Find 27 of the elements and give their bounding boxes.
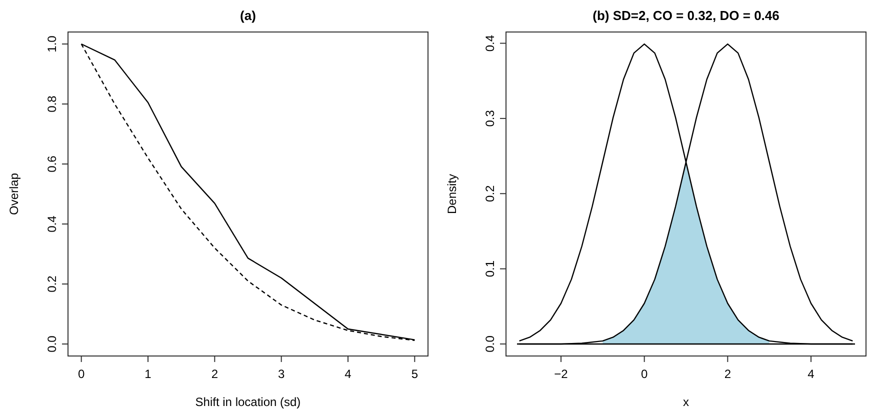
y-axis-title: Density — [445, 174, 459, 214]
y-tick-label: 0.2 — [45, 275, 59, 292]
y-tick-label: 0.0 — [483, 335, 497, 352]
y-tick-label: 0.1 — [483, 260, 497, 278]
x-tick-label: 3 — [278, 367, 285, 381]
chart-title: (b) SD=2, CO = 0.32, DO = 0.46 — [592, 8, 780, 23]
x-tick-label: −2 — [554, 367, 568, 381]
y-tick-label: 0.8 — [45, 95, 59, 112]
y-tick-label: 0.6 — [45, 155, 59, 172]
y-tick-label: 0.4 — [45, 215, 59, 232]
y-tick-label: 0.0 — [45, 335, 59, 352]
chart-title: (a) — [240, 8, 256, 23]
y-tick-label: 0.4 — [483, 34, 497, 52]
x-tick-label: 4 — [344, 367, 352, 381]
x-tick-label: 5 — [411, 367, 418, 381]
x-tick-label: 0 — [640, 367, 648, 381]
y-axis-title: Overlap — [7, 172, 21, 216]
x-tick-label: 4 — [808, 367, 815, 381]
y-tick-label: 0.2 — [483, 184, 497, 202]
x-axis-title: Shift in location (sd) — [195, 395, 301, 409]
x-tick-label: 1 — [144, 367, 152, 381]
x-tick-label: 2 — [211, 367, 218, 381]
x-axis-title: x — [683, 395, 689, 409]
x-tick-label: 0 — [78, 367, 85, 381]
y-tick-label: 0.3 — [483, 110, 497, 127]
x-tick-label: 2 — [724, 367, 732, 381]
y-tick-label: 1.0 — [45, 35, 59, 52]
